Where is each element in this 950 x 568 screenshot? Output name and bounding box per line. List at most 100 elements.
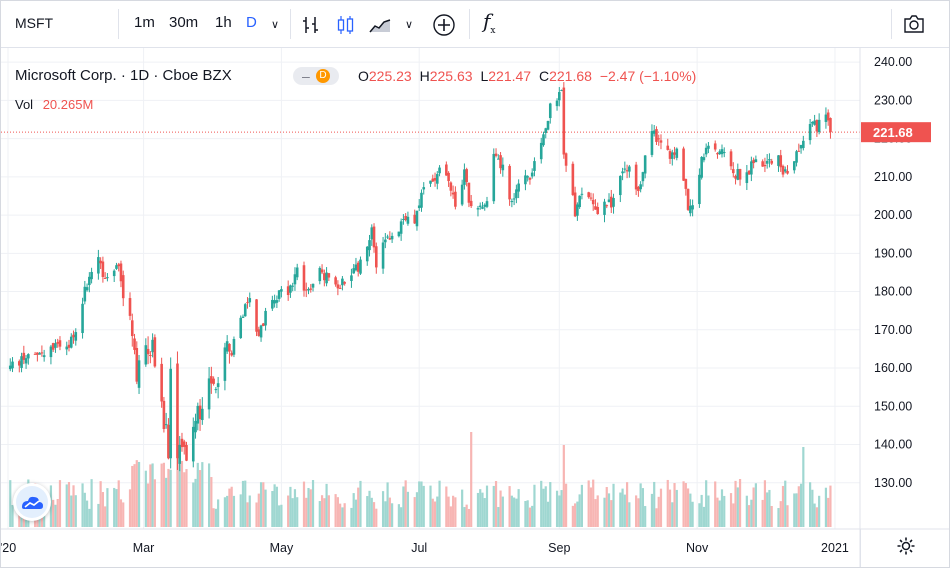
volume-bar xyxy=(180,460,184,527)
fx-indicators-icon[interactable]: fx xyxy=(483,9,496,36)
volume-bar xyxy=(248,495,251,527)
candle xyxy=(51,342,55,352)
candle xyxy=(264,307,267,331)
candle xyxy=(691,199,694,217)
candle xyxy=(485,196,489,209)
settings-gear-icon[interactable] xyxy=(896,536,916,556)
volume-bar xyxy=(302,481,306,527)
volume-bar xyxy=(644,506,647,527)
candle xyxy=(689,199,692,217)
price-tick-label: 190.00 xyxy=(874,246,912,260)
volume-bar xyxy=(714,481,717,527)
volume-bar xyxy=(262,482,265,527)
candle xyxy=(826,109,830,126)
volume-bar xyxy=(65,484,68,527)
interval-dropdown-chevron-down-icon[interactable]: ∨ xyxy=(271,19,280,31)
volume-bar xyxy=(226,495,229,527)
volume-bar xyxy=(501,496,504,527)
candle xyxy=(225,335,229,354)
candle xyxy=(736,163,740,181)
candle xyxy=(783,166,787,174)
volume-bar xyxy=(515,498,518,527)
candle xyxy=(101,256,105,283)
candle-body xyxy=(718,151,722,155)
volume-bar xyxy=(381,491,385,527)
camera-icon[interactable] xyxy=(902,13,926,35)
volume-legend: Vol 20.265M xyxy=(15,96,93,114)
volume-bar xyxy=(167,468,170,527)
candle xyxy=(619,175,622,203)
axis-corner-divider xyxy=(860,529,861,567)
volume-bar xyxy=(682,481,685,527)
candle xyxy=(90,267,93,284)
candle-body xyxy=(56,342,60,344)
candle-body xyxy=(169,368,172,459)
symbol-search-input[interactable]: MSFT xyxy=(15,15,54,31)
candles-icon[interactable] xyxy=(335,14,357,36)
volume-bar xyxy=(438,480,441,527)
volume-bar xyxy=(43,508,46,527)
candle xyxy=(786,165,789,175)
add-compare-icon[interactable] xyxy=(432,13,456,37)
candle-body xyxy=(352,268,355,274)
candle xyxy=(515,184,518,204)
volume-bar xyxy=(576,501,579,527)
candle xyxy=(210,366,213,394)
candle xyxy=(483,203,487,211)
candle xyxy=(67,339,71,352)
volume-bar xyxy=(781,485,785,527)
price-tick-label: 140.00 xyxy=(874,438,912,452)
volume-bar xyxy=(214,508,217,527)
candle-body xyxy=(350,275,353,281)
market-status-badge[interactable]: – D xyxy=(293,67,339,85)
interval-d-button[interactable]: D xyxy=(246,14,257,31)
candle xyxy=(350,268,353,288)
candle xyxy=(88,272,91,293)
candle-body xyxy=(433,178,437,181)
candle-body xyxy=(271,299,274,309)
candle xyxy=(334,275,337,287)
volume-bar xyxy=(470,432,473,527)
candle-body xyxy=(404,215,407,221)
tradingview-logo[interactable] xyxy=(13,483,51,521)
candle xyxy=(309,284,313,293)
candle-body xyxy=(435,174,439,184)
candle xyxy=(137,355,141,394)
candle-body xyxy=(194,420,197,433)
candle-body xyxy=(259,325,263,338)
volume-bar xyxy=(406,491,410,527)
candle-body xyxy=(334,277,337,285)
candle-body xyxy=(343,282,346,284)
candle xyxy=(370,224,374,246)
volume-bar xyxy=(526,500,529,527)
volume-bar xyxy=(375,508,378,527)
candle xyxy=(228,343,231,364)
candle xyxy=(463,163,466,190)
candle-body xyxy=(465,169,468,183)
candle xyxy=(449,181,453,197)
volume-bar xyxy=(404,480,407,527)
volume-bar xyxy=(463,507,466,527)
candle-body xyxy=(230,352,233,356)
candle xyxy=(571,161,575,197)
volume-bar xyxy=(784,480,787,527)
bar-chart-icon[interactable] xyxy=(300,14,322,36)
chart-type-chevron-down-icon[interactable]: ∨ xyxy=(405,19,414,31)
area-chart-icon[interactable] xyxy=(368,14,392,36)
candle xyxy=(548,102,552,124)
interval-1m-button[interactable]: 1m xyxy=(134,14,155,31)
candle xyxy=(74,328,78,346)
candle-body xyxy=(374,246,378,268)
candle-body xyxy=(180,438,184,448)
interval-30m-button[interactable]: 30m xyxy=(169,14,199,31)
candle-body xyxy=(286,286,290,296)
candle xyxy=(451,185,455,199)
volume-bar xyxy=(273,484,276,527)
candle-body xyxy=(476,208,480,210)
candle xyxy=(384,233,387,249)
volume-bar xyxy=(524,500,527,527)
volume-bar xyxy=(70,495,73,527)
candle-body xyxy=(397,231,401,237)
interval-1h-button[interactable]: 1h xyxy=(215,14,232,31)
